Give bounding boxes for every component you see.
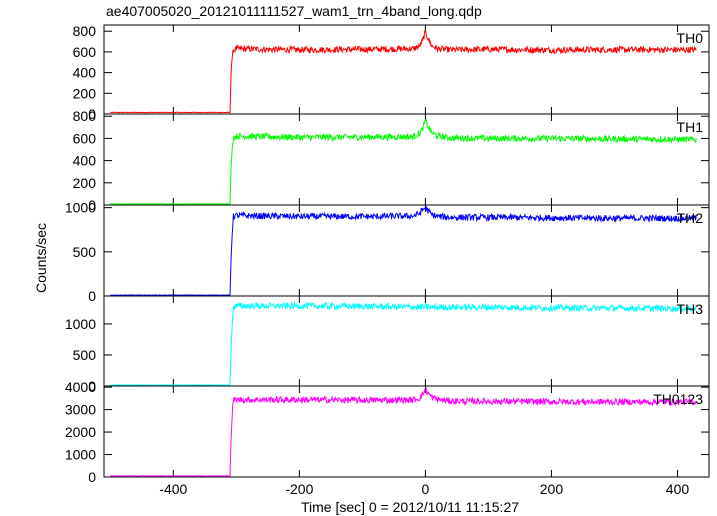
y-tick-label: 600 [73, 44, 97, 60]
y-tick-label: 800 [73, 23, 97, 39]
y-tick-label: 200 [73, 175, 97, 191]
series-label: TH3 [677, 301, 704, 317]
y-tick-label: 1000 [65, 447, 96, 463]
panel-th2: 0 500 1000 TH2 [65, 200, 710, 304]
x-tick-label: 200 [540, 481, 564, 497]
y-tick-label: 0 [88, 197, 96, 213]
panel-frame [103, 113, 710, 206]
series-line-th3 [110, 301, 697, 386]
x-tick-label: -200 [285, 481, 313, 497]
series-line-th1 [110, 118, 697, 205]
panel-th0: 0 200 400 600 800 TH0 [73, 23, 710, 122]
chart-title: ae407005020_20121011111527_wam1_trn_4ban… [106, 3, 482, 19]
series-line-th0 [110, 28, 697, 114]
series-label: TH0123 [653, 391, 703, 407]
x-tick-labels: -400 -200 0 200 400 [159, 481, 689, 497]
y-tick-label: 0 [88, 288, 96, 304]
panel-frame [103, 295, 710, 387]
y-tick-label: 3000 [65, 402, 96, 418]
y-tick-label: 600 [73, 130, 97, 146]
panel-th3: 0 500 1000 TH3 [65, 295, 710, 394]
panel-th1: 0 200 400 600 800 TH1 [73, 108, 710, 213]
x-tick-label: -400 [159, 481, 187, 497]
panel-frame [103, 385, 710, 478]
panel-th0123: 0 1000 2000 3000 4000 TH0123 [65, 379, 710, 485]
y-tick-label: 200 [73, 85, 97, 101]
panel-frame [103, 24, 710, 115]
x-tick-label: 0 [422, 481, 430, 497]
panel-frame [103, 204, 710, 297]
series-line-th2 [110, 206, 697, 296]
y-axis-label: Counts/sec [33, 223, 49, 293]
series-label: TH2 [677, 210, 704, 226]
series-label: TH1 [677, 119, 704, 135]
y-tick-label: 1000 [65, 316, 96, 332]
series-line-th0123 [110, 387, 697, 477]
y-tick-label: 800 [73, 108, 97, 124]
panels: 0 200 400 600 800 TH0 0 200 400 600 800 TH1 0 500 1000… [65, 23, 710, 497]
y-tick-label: 0 [88, 378, 96, 394]
x-axis-label: Time [sec] 0 = 2012/10/11 11:15:27 [301, 499, 519, 515]
series-label: TH0 [677, 30, 704, 46]
y-tick-label: 500 [73, 244, 97, 260]
y-tick-label: 0 [88, 106, 96, 122]
y-tick-label: 400 [73, 153, 97, 169]
y-tick-label: 4000 [65, 379, 96, 395]
x-tick-label: 400 [666, 481, 690, 497]
y-tick-label: 500 [73, 347, 97, 363]
y-tick-label: 2000 [65, 424, 96, 440]
y-tick-label: 1000 [65, 200, 96, 216]
y-tick-label: 0 [88, 469, 96, 485]
y-tick-label: 400 [73, 65, 97, 81]
